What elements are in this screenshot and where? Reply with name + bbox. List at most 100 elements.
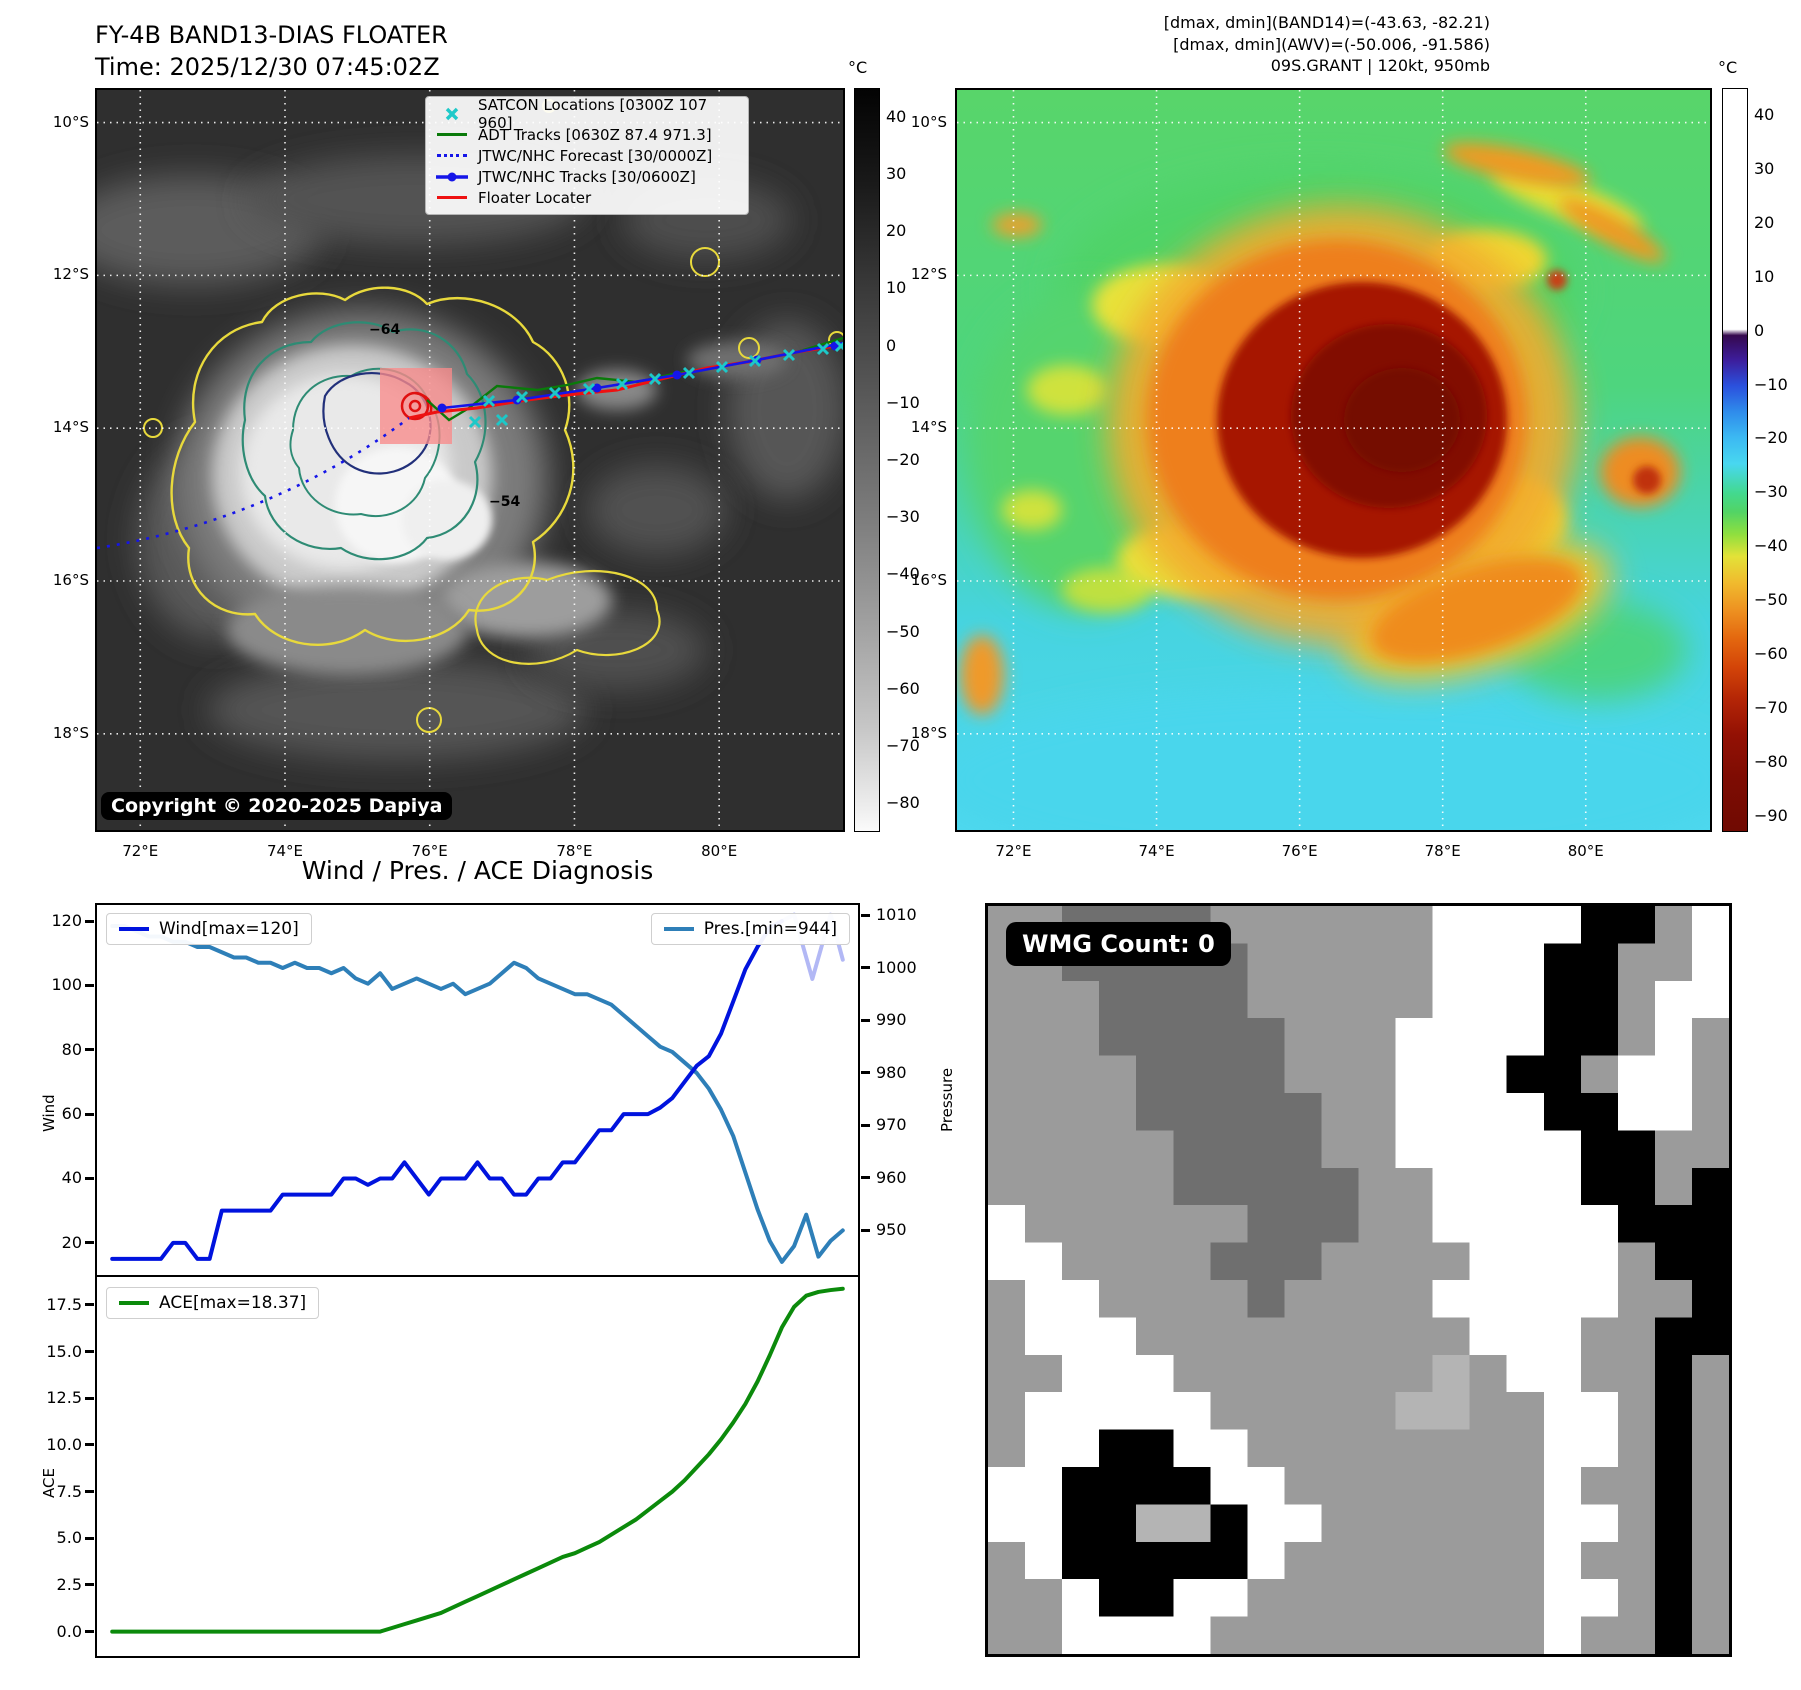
wind-tick: 20 bbox=[61, 1232, 82, 1252]
colorbar-tick: −90 bbox=[1754, 805, 1788, 825]
floater-spiral-inner bbox=[408, 399, 422, 413]
colorbar-tick: 20 bbox=[1754, 212, 1775, 232]
lat-label-left: 18°S bbox=[52, 723, 89, 742]
ace-tick: 2.5 bbox=[56, 1574, 82, 1594]
wind-legend-swatch bbox=[119, 927, 149, 931]
enhanced-cloud-field bbox=[957, 142, 1710, 830]
axis-tick bbox=[85, 919, 94, 923]
lon-label-right: 72°E bbox=[995, 842, 1032, 860]
wmg-count-badge: WMG Count: 0 bbox=[1006, 922, 1231, 966]
lon-label-right: 76°E bbox=[1281, 842, 1318, 860]
wind-tick: 120 bbox=[51, 911, 82, 931]
lon-label-left: 76°E bbox=[411, 842, 448, 860]
legend-item-label: Floater Locater bbox=[478, 188, 592, 207]
ace-legend-swatch bbox=[119, 1301, 149, 1305]
axis-tick bbox=[861, 1071, 870, 1075]
wind-pressure-chart bbox=[95, 903, 860, 1277]
lon-label-left: 74°E bbox=[266, 842, 304, 860]
colorbar-tick: 40 bbox=[1754, 104, 1775, 124]
colorbar-tick: −40 bbox=[1754, 536, 1788, 556]
wind-tick: 40 bbox=[61, 1168, 82, 1188]
right-panel-header: [dmax, dmin](BAND14)=(-43.63, -82.21) [d… bbox=[1164, 12, 1490, 77]
colorbar-tick: 0 bbox=[886, 335, 897, 355]
contour-yellow-outer bbox=[170, 286, 575, 646]
axis-tick bbox=[85, 1048, 94, 1052]
solid-line-icon bbox=[434, 132, 470, 137]
ace-legend: ACE[max=18.37] bbox=[106, 1287, 320, 1319]
lat-label-right: 16°S bbox=[910, 570, 947, 589]
axis-tick bbox=[85, 1536, 94, 1540]
legend-item-label: ADT Tracks [0630Z 87.4 971.3] bbox=[478, 125, 712, 144]
ace-tick: 5.0 bbox=[56, 1528, 82, 1548]
colorbar-tick: −20 bbox=[886, 450, 920, 469]
copyright-badge: Copyright © 2020-2025 Dapiya bbox=[101, 792, 453, 820]
contour-navy bbox=[322, 372, 432, 475]
axis-tick bbox=[861, 1123, 870, 1127]
colorbar-tick: −20 bbox=[1754, 428, 1788, 448]
ace-tick: 0.0 bbox=[56, 1621, 82, 1641]
grayscale-colorbar-unit: °C bbox=[848, 58, 868, 77]
axis-tick bbox=[85, 1350, 94, 1354]
colorbar-tick: −50 bbox=[1754, 590, 1788, 610]
pressure-tick: 1000 bbox=[876, 957, 917, 977]
ace-tick: 17.5 bbox=[46, 1294, 82, 1314]
ace-chart bbox=[95, 1277, 860, 1658]
axis-tick bbox=[861, 1176, 870, 1180]
colorbar-tick: 10 bbox=[1754, 266, 1775, 286]
wmg-grid-art bbox=[988, 906, 1729, 1654]
lon-label-right: 80°E bbox=[1567, 842, 1604, 860]
dmax-dmin-awv: [dmax, dmin](AWV)=(-50.006, -91.586) bbox=[1173, 34, 1490, 54]
legend-item-4: Floater Locater bbox=[434, 187, 740, 208]
colorbar-tick: 30 bbox=[1754, 158, 1775, 178]
ir-enhanced-map bbox=[955, 88, 1712, 832]
colorbar-tick: −50 bbox=[886, 621, 920, 641]
axis-tick bbox=[85, 1583, 94, 1587]
wind-legend-label: Wind[max=120] bbox=[159, 919, 299, 939]
dotted-line-icon bbox=[434, 154, 470, 157]
ace-tick: 10.0 bbox=[46, 1434, 82, 1454]
map-gridlines bbox=[97, 90, 843, 830]
storm-id-intensity: 09S.GRANT | 120kt, 950mb bbox=[1270, 56, 1490, 76]
axis-tick bbox=[85, 1443, 94, 1447]
axis-tick bbox=[85, 1396, 94, 1400]
legend-item-1: ADT Tracks [0630Z 87.4 971.3] bbox=[434, 124, 740, 145]
ir-enhanced-art bbox=[957, 90, 1710, 830]
jtwc-track-line bbox=[441, 341, 843, 410]
wind-tick: 100 bbox=[51, 975, 82, 995]
colorbar-tick: −60 bbox=[1754, 644, 1788, 664]
wind-tick: 60 bbox=[61, 1104, 82, 1124]
colorbar-tick: 20 bbox=[886, 221, 907, 241]
contour-label-64: −64 bbox=[369, 322, 401, 338]
lon-label-left: 72°E bbox=[122, 842, 159, 860]
contour-yellow-south bbox=[474, 569, 661, 665]
lat-label-left: 14°S bbox=[52, 418, 89, 437]
colorbar-tick: −70 bbox=[1754, 698, 1788, 717]
axis-tick bbox=[85, 1630, 94, 1634]
map-legend: SATCON Locations [0300Z 107 960] ADT Trac… bbox=[425, 96, 749, 215]
pressure-tick: 960 bbox=[876, 1167, 907, 1187]
legend-item-0: SATCON Locations [0300Z 107 960] bbox=[434, 96, 740, 132]
ace-legend-label: ACE[max=18.37] bbox=[159, 1293, 307, 1313]
lon-label-right: 74°E bbox=[1138, 842, 1175, 860]
colorbar-tick: −60 bbox=[886, 678, 920, 698]
left-panel-header: FY-4B BAND13-DIAS FLOATER Time: 2025/12/… bbox=[95, 20, 448, 83]
colorbar-tick: 40 bbox=[886, 106, 907, 126]
pressure-tick: 970 bbox=[876, 1115, 907, 1135]
ir-grayscale-map: SATCON Locations [0300Z 107 960] ADT Trac… bbox=[95, 88, 845, 832]
axis-tick bbox=[861, 913, 870, 917]
axis-tick bbox=[85, 1112, 94, 1116]
pressure-legend-label: Pres.[min=944] bbox=[703, 919, 837, 939]
axis-tick bbox=[85, 1176, 94, 1180]
contour-label-54: −54 bbox=[489, 494, 521, 510]
axis-tick bbox=[85, 1490, 94, 1494]
colorbar-tick: −40 bbox=[886, 564, 920, 584]
wind-tick: 80 bbox=[61, 1039, 82, 1059]
legend-item-label: SATCON Locations [0300Z 107 960] bbox=[478, 95, 708, 132]
page-title: FY-4B BAND13-DIAS FLOATER bbox=[95, 21, 448, 49]
pressure-tick: 980 bbox=[876, 1062, 907, 1082]
axis-tick bbox=[85, 983, 94, 987]
lat-label-left: 16°S bbox=[52, 570, 89, 589]
lon-label-left: 80°E bbox=[701, 842, 738, 860]
ace-tick: 12.5 bbox=[46, 1388, 82, 1408]
charts-title: Wind / Pres. / ACE Diagnosis bbox=[301, 856, 654, 885]
